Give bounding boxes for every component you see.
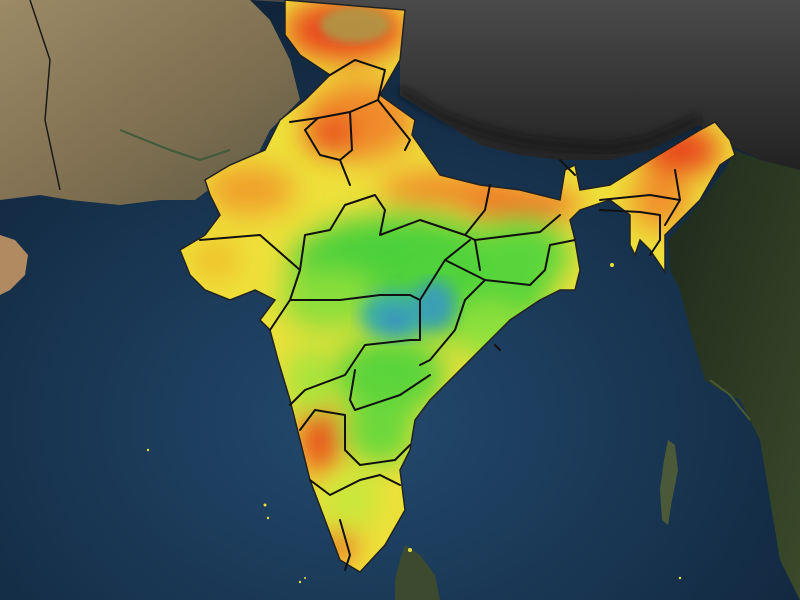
himalaya-ridge	[397, 85, 703, 154]
north-landmass	[250, 0, 800, 170]
river-line	[119, 129, 231, 162]
sri-lanka	[395, 545, 440, 600]
east-coast-detail	[709, 379, 751, 421]
left-island	[0, 235, 28, 295]
west-landmass	[0, 0, 300, 205]
state-boundaries	[199, 59, 681, 571]
east-landmass	[668, 150, 800, 600]
west-border-line	[29, 0, 61, 191]
islands-specks	[146, 263, 682, 584]
andaman-islands	[660, 440, 678, 525]
